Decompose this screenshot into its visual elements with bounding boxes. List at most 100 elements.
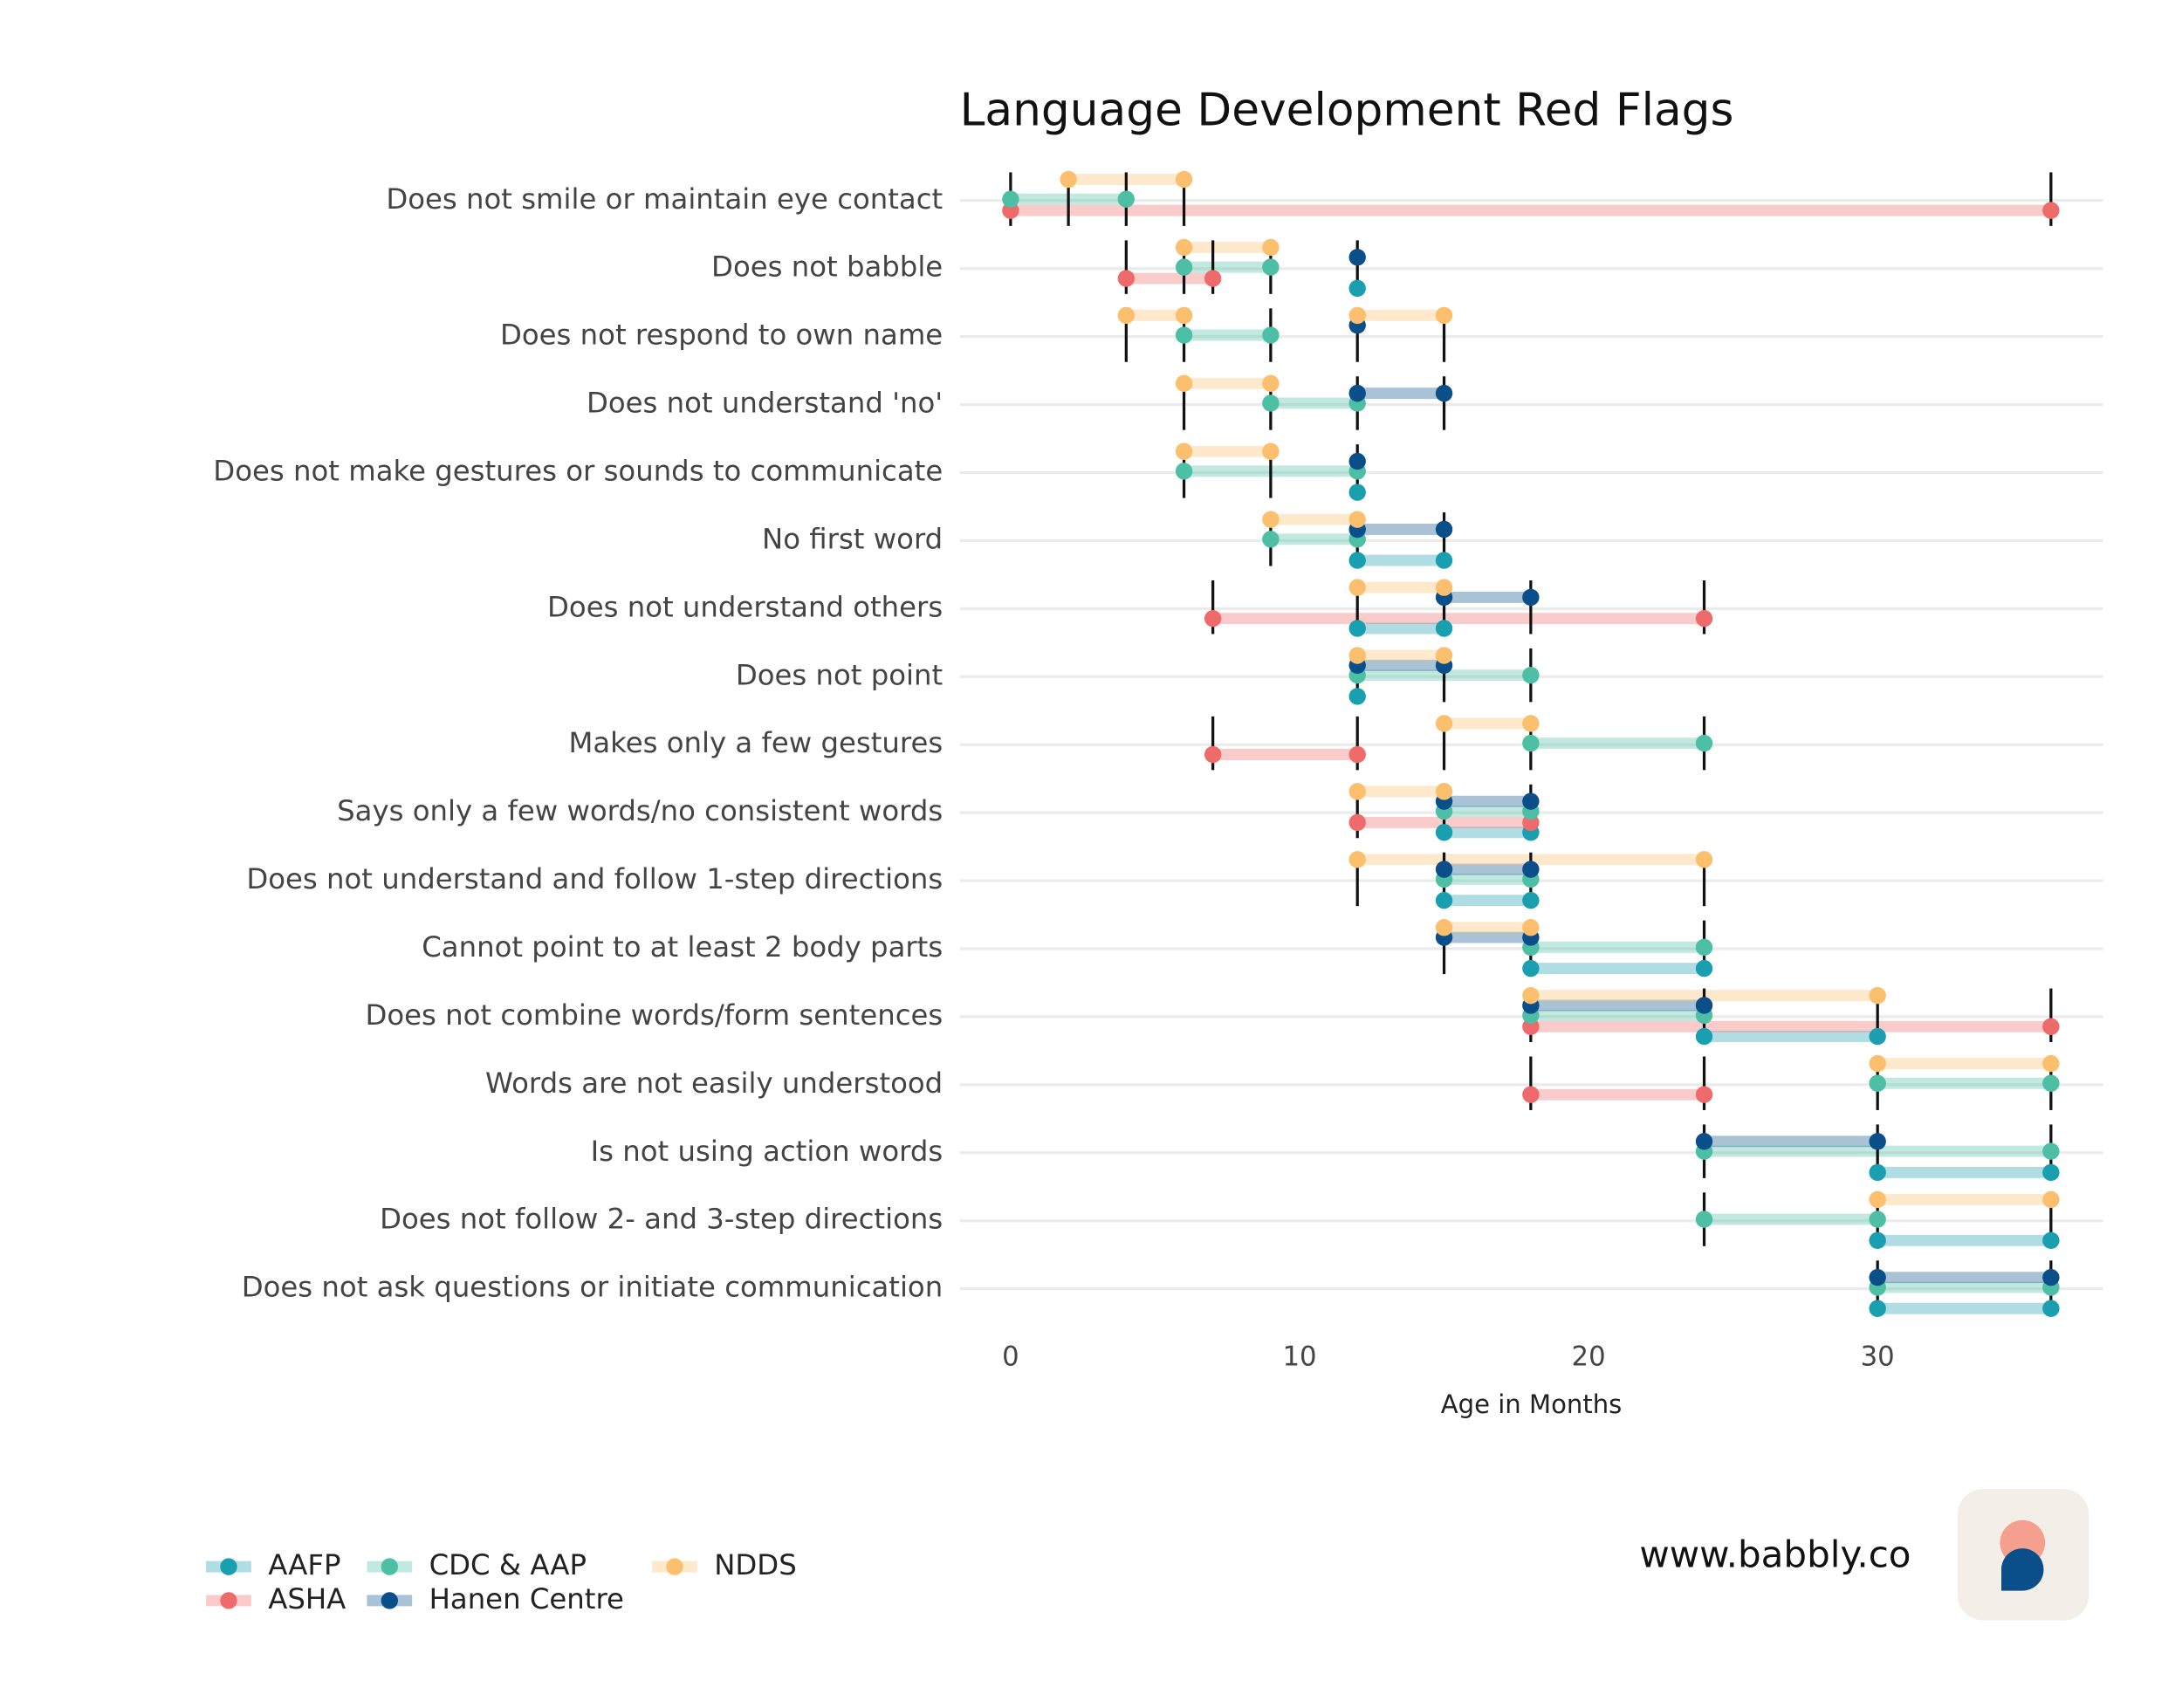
range-dot: [1695, 938, 1713, 957]
plot: 0 10 20 30 Does not smile or maintain eye co…: [213, 170, 2103, 1372]
legend-dot: [381, 1558, 399, 1575]
range-dot: [1348, 579, 1366, 596]
x-tick-label: 20: [1572, 1341, 1606, 1372]
category-label: Is not using action words: [591, 1135, 943, 1168]
range-dot: [1348, 851, 1366, 868]
logo-shape: [2001, 1548, 2044, 1591]
category-label: Does not make gestures or sounds to comm…: [213, 455, 943, 488]
range-dot: [1262, 238, 1280, 257]
range-dot: [1869, 1268, 1886, 1286]
range-dot: [1435, 520, 1453, 538]
range-dot: [1869, 1074, 1886, 1092]
range-dot: [1262, 394, 1280, 412]
x-tick-label: 30: [1861, 1341, 1895, 1372]
range-dot: [1348, 745, 1366, 764]
legend-item: Hanen Centre: [367, 1582, 624, 1615]
range-dot: [1175, 258, 1193, 276]
range-dot: [1869, 1300, 1886, 1317]
x-axis-label: Age in Months: [1441, 1389, 1623, 1419]
range-dot: [1348, 783, 1366, 800]
range-dot: [1435, 783, 1453, 800]
legend-item: AAFP: [206, 1548, 340, 1581]
category-label: Words are not easily understood: [485, 1067, 943, 1100]
range-dot: [1435, 919, 1453, 936]
range-dot: [1175, 463, 1193, 480]
range-dot: [1175, 306, 1193, 325]
legend-label: AAFP: [268, 1548, 340, 1581]
range-dot: [1522, 959, 1540, 977]
category-label: Makes only a few gestures: [568, 726, 943, 759]
range-dot: [2042, 1163, 2060, 1182]
range-dot: [1695, 1086, 1713, 1103]
category-label: Does not respond to own name: [500, 319, 943, 352]
range-dot: [1262, 374, 1280, 393]
range-dot: [1348, 484, 1366, 501]
range-dot: [1695, 734, 1713, 752]
range-dot: [1522, 919, 1540, 936]
range-dot: [2042, 202, 2060, 219]
range-dot: [1695, 1027, 1713, 1046]
legend-dot: [666, 1558, 683, 1575]
category-label: Does not follow 2- and 3-step directions: [380, 1203, 943, 1236]
range-dot: [1175, 442, 1193, 460]
range-dot: [1435, 647, 1453, 664]
category-label: Does not ask questions or initiate commu…: [242, 1271, 943, 1304]
range-dot: [1522, 1086, 1540, 1103]
range-dot: [2042, 1074, 2060, 1092]
range-dot: [1117, 190, 1136, 208]
legend-label: CDC & AAP: [429, 1548, 587, 1581]
x-tick-label: 10: [1282, 1341, 1316, 1372]
category-label: Does not understand others: [547, 590, 943, 623]
legend-item: ASHA: [206, 1582, 346, 1615]
range-dot: [1348, 511, 1366, 528]
range-dot: [2042, 1268, 2060, 1286]
range-dot: [2042, 1231, 2060, 1250]
legend-item: CDC & AAP: [367, 1548, 587, 1581]
range-dot: [1348, 813, 1366, 832]
range-dot: [1348, 620, 1366, 637]
range-dot: [1869, 1211, 1886, 1228]
range-dot: [1435, 824, 1453, 841]
range-dot: [1117, 270, 1136, 287]
range-dot: [1175, 374, 1193, 393]
category-label: Does not understand and follow 1-step di…: [246, 862, 943, 895]
legend-dot: [381, 1592, 399, 1609]
website: www.babbly.co: [1639, 1533, 1911, 1575]
range-dot: [1204, 609, 1222, 628]
range-dot: [1435, 715, 1453, 732]
range-dot: [1695, 1133, 1713, 1150]
chart-title: Language Development Red Flags: [960, 85, 1734, 137]
range-dot: [1435, 861, 1453, 878]
range-dot: [1869, 986, 1886, 1005]
category-label: Does not point: [736, 658, 943, 691]
legend-label: NDDS: [714, 1548, 797, 1581]
range-dot: [1869, 1163, 1886, 1182]
range-dot: [1348, 647, 1366, 664]
legend-label: ASHA: [268, 1582, 346, 1615]
range-dot: [2042, 1054, 2060, 1073]
range-dot: [1522, 734, 1540, 752]
range-dot: [1435, 306, 1453, 325]
legend-label: Hanen Centre: [429, 1582, 624, 1615]
range-dot: [1262, 442, 1280, 460]
range-dot: [2042, 1142, 2060, 1160]
range-dot: [1348, 384, 1366, 402]
category-label: No first word: [762, 522, 943, 555]
range-dot: [1262, 258, 1280, 276]
range-dot: [1522, 666, 1540, 684]
range-dot: [2042, 1300, 2060, 1317]
range-dot: [1695, 851, 1713, 868]
range-dot: [1695, 1211, 1713, 1228]
range-dot: [1262, 326, 1280, 344]
category-label: Does not babble: [711, 250, 943, 284]
range-dot: [1435, 384, 1453, 402]
range-dot: [1869, 1027, 1886, 1046]
range-dot: [1175, 170, 1193, 189]
category-label: Does not understand 'no': [587, 387, 943, 420]
range-dot: [1435, 891, 1453, 909]
range-dot: [2042, 1190, 2060, 1209]
range-dot: [1262, 511, 1280, 528]
range-dot: [1869, 1231, 1886, 1250]
